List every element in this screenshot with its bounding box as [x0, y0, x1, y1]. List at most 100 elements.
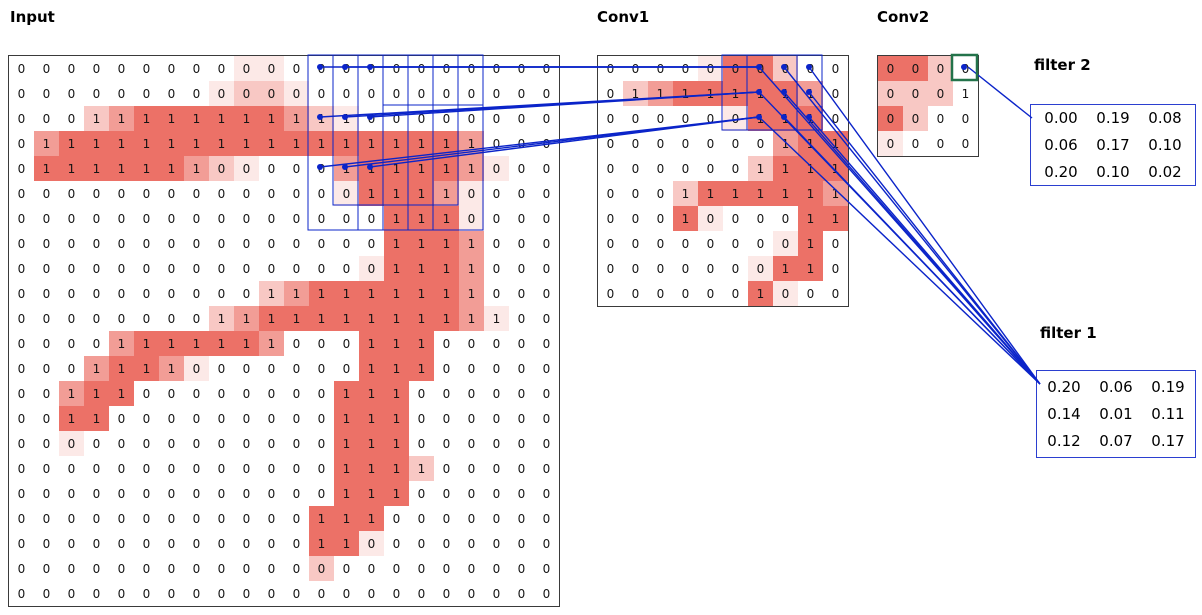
input-cell: 1	[134, 331, 159, 356]
input-cell: 0	[409, 381, 434, 406]
input-cell: 0	[534, 81, 559, 106]
input-cell: 0	[234, 381, 259, 406]
input-cell: 0	[484, 231, 509, 256]
input-cell: 1	[409, 181, 434, 206]
input-cell: 0	[484, 156, 509, 181]
input-cell: 1	[359, 281, 384, 306]
conv1-cell: 0	[648, 106, 673, 131]
filter1-value: 0.11	[1151, 405, 1185, 423]
input-cell: 0	[334, 556, 359, 581]
conv1-cell: 0	[598, 56, 623, 81]
input-cell: 0	[159, 506, 184, 531]
filter2-value: 0.02	[1148, 163, 1182, 181]
input-cell: 0	[84, 481, 109, 506]
input-cell: 0	[34, 581, 59, 606]
input-cell: 0	[184, 231, 209, 256]
input-cell: 0	[234, 456, 259, 481]
conv1-cell: 0	[698, 231, 723, 256]
input-cell: 0	[309, 231, 334, 256]
input-cell: 0	[534, 481, 559, 506]
input-cell: 0	[34, 281, 59, 306]
input-cell: 1	[384, 231, 409, 256]
conv1-cell: 0	[748, 231, 773, 256]
input-cell: 0	[84, 556, 109, 581]
input-cell: 1	[209, 106, 234, 131]
input-cell: 1	[109, 106, 134, 131]
input-cell: 0	[259, 531, 284, 556]
input-cell: 0	[34, 506, 59, 531]
input-cell: 0	[459, 181, 484, 206]
input-cell: 1	[384, 331, 409, 356]
input-cell: 0	[309, 81, 334, 106]
conv1-cell: 0	[823, 106, 848, 131]
conv1-cell: 1	[698, 181, 723, 206]
input-cell: 0	[184, 206, 209, 231]
input-cell: 1	[84, 356, 109, 381]
input-cell: 0	[409, 106, 434, 131]
input-cell: 0	[384, 506, 409, 531]
input-cell: 1	[184, 156, 209, 181]
input-cell: 1	[384, 256, 409, 281]
input-cell: 1	[59, 381, 84, 406]
input-cell: 0	[9, 581, 34, 606]
input-cell: 0	[84, 531, 109, 556]
input-cell: 0	[284, 206, 309, 231]
input-cell: 0	[284, 156, 309, 181]
conv1-cell: 0	[598, 231, 623, 256]
input-cell: 0	[409, 81, 434, 106]
input-cell: 1	[359, 456, 384, 481]
filter1-title: filter 1	[1040, 324, 1097, 342]
conv1-cell: 0	[623, 281, 648, 306]
input-cell: 0	[209, 481, 234, 506]
input-cell: 0	[9, 531, 34, 556]
input-cell: 1	[384, 456, 409, 481]
input-cell: 0	[9, 331, 34, 356]
conv1-cell: 0	[823, 81, 848, 106]
conv1-cell: 1	[748, 156, 773, 181]
input-cell: 0	[359, 106, 384, 131]
input-cell: 1	[384, 181, 409, 206]
input-cell: 1	[159, 156, 184, 181]
conv1-cell: 1	[798, 106, 823, 131]
conv1-cell: 1	[748, 281, 773, 306]
conv1-cell: 0	[823, 56, 848, 81]
input-cell: 0	[34, 106, 59, 131]
input-cell: 1	[334, 456, 359, 481]
input-cell: 0	[284, 556, 309, 581]
input-cell: 0	[484, 181, 509, 206]
input-cell: 0	[9, 281, 34, 306]
input-cell: 1	[209, 131, 234, 156]
input-cell: 0	[34, 481, 59, 506]
input-cell: 1	[184, 331, 209, 356]
input-cell: 1	[359, 331, 384, 356]
input-cell: 1	[259, 331, 284, 356]
input-cell: 0	[484, 81, 509, 106]
input-cell: 0	[259, 206, 284, 231]
input-cell: 0	[309, 556, 334, 581]
conv1-cell: 0	[698, 156, 723, 181]
input-cell: 0	[509, 256, 534, 281]
input-cell: 1	[159, 356, 184, 381]
input-cell: 0	[109, 456, 134, 481]
input-cell: 0	[84, 81, 109, 106]
input-cell: 0	[334, 56, 359, 81]
input-cell: 1	[459, 281, 484, 306]
input-cell: 0	[159, 56, 184, 81]
conv2-cell: 0	[878, 106, 903, 131]
conv1-cell: 1	[773, 256, 798, 281]
input-cell: 0	[209, 531, 234, 556]
input-cell: 0	[159, 256, 184, 281]
input-cell: 0	[534, 406, 559, 431]
input-cell: 0	[209, 206, 234, 231]
input-cell: 0	[434, 556, 459, 581]
input-cell: 0	[109, 531, 134, 556]
conv1-layer-title: Conv1	[597, 8, 650, 26]
input-cell: 0	[434, 406, 459, 431]
input-cell: 0	[234, 156, 259, 181]
input-cell: 1	[334, 506, 359, 531]
input-cell: 0	[184, 281, 209, 306]
input-cell: 0	[434, 506, 459, 531]
conv1-cell: 0	[598, 206, 623, 231]
